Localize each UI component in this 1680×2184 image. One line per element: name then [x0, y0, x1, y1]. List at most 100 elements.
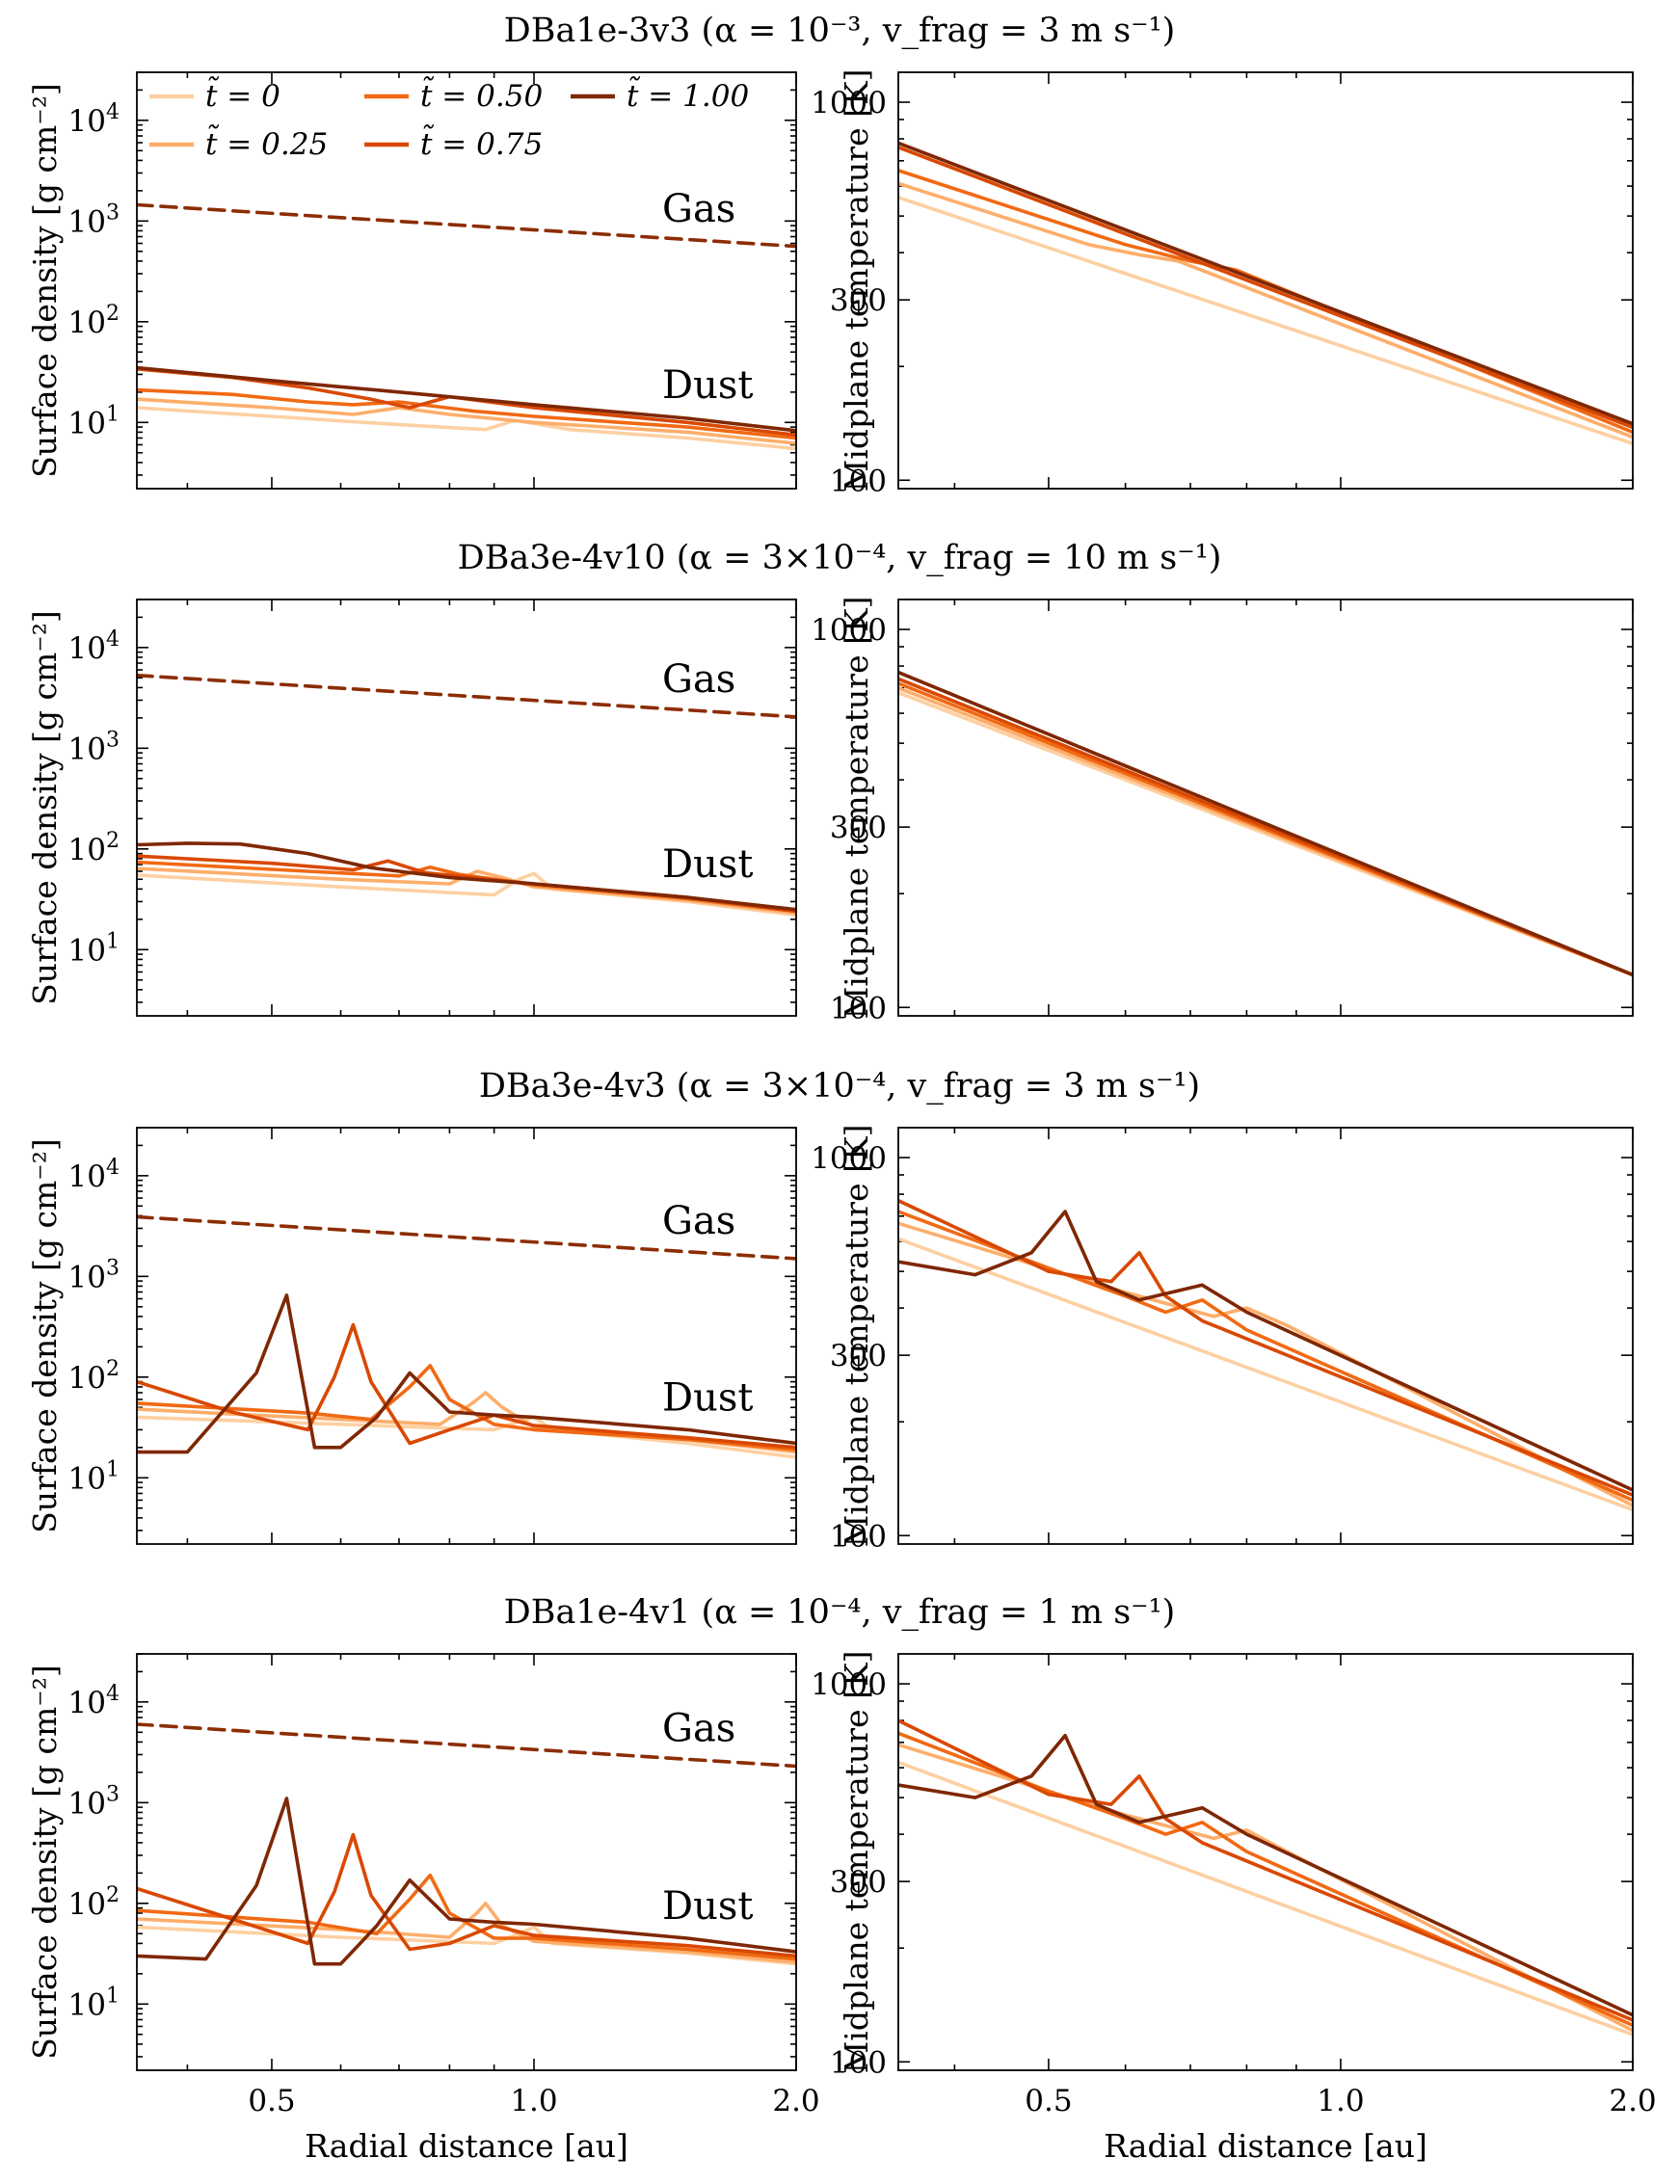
- p0-temp-temp-line-0: [898, 196, 1633, 446]
- p3-sigma-dust-line-4: [137, 1797, 796, 1966]
- p2-sigma-ytick-label: 101: [68, 1457, 120, 1496]
- p3-sigma-gas-line: [137, 1722, 796, 1769]
- p0-sigma-ylabel: Surface density [g cm⁻²]: [26, 83, 64, 478]
- p1-sigma-ytick-label: 103: [68, 728, 120, 766]
- p2-sigma-gas-label: Gas: [662, 1199, 735, 1243]
- p0-sigma-frame: [136, 71, 797, 490]
- legend-label-0: t̃ = 0: [205, 76, 280, 114]
- p3-sigma-xtick-label: 1.0: [510, 2084, 557, 2118]
- p3-sigma-frame: [136, 1653, 797, 2071]
- p0-temp-temp-line-1: [898, 181, 1633, 439]
- p3-sigma-ylabel: Surface density [g cm⁻²]: [26, 1665, 64, 2060]
- panel-title-1: DBa3e-4v10 (α = 3×10⁻⁴, v_frag = 10 m s⁻…: [458, 539, 1222, 577]
- p0-sigma-ytick-label: 104: [68, 100, 120, 139]
- legend-label-3: t̃ = 0.75: [420, 124, 543, 162]
- p2-temp-ylabel: Midplane temperature [K]: [838, 1125, 875, 1548]
- p1-sigma-ytick-label: 104: [68, 627, 120, 666]
- p0-temp-frame: [897, 71, 1634, 490]
- p3-temp-temp-line-2: [898, 1731, 1633, 2028]
- p2-temp-ytick-label: 300: [830, 1339, 887, 1373]
- panel-title-3: DBa1e-4v1 (α = 10⁻⁴, v_frag = 1 m s⁻¹): [504, 1593, 1176, 1632]
- p3-sigma-ytick-label: 101: [68, 1984, 120, 2022]
- p2-sigma-ylabel: Surface density [g cm⁻²]: [26, 1138, 64, 1533]
- p3-sigma-dust-label: Dust: [662, 1884, 753, 1929]
- p3-sigma-xtick-label: 2.0: [772, 2084, 819, 2118]
- p2-sigma-ytick-label: 102: [68, 1357, 120, 1396]
- p0-sigma-ytick-label: 101: [68, 402, 120, 440]
- p3-temp-ytick-label: 300: [830, 1865, 887, 1900]
- p0-sigma-ytick-label: 102: [68, 302, 120, 340]
- p0-temp-ytick-label: 100: [830, 464, 887, 498]
- p3-temp-temp-line-0: [898, 1760, 1633, 2037]
- p0-temp-ytick-label: 1000: [811, 86, 887, 120]
- p3-temp-temp-line-3: [898, 1718, 1633, 2022]
- p0-temp-temp-line-4: [898, 141, 1633, 426]
- p2-sigma-dust-line-3: [137, 1322, 796, 1450]
- p3-temp-frame: [897, 1653, 1634, 2071]
- p0-temp-ytick-label: 300: [830, 283, 887, 318]
- p3-temp-temp-line-4: [898, 1733, 1633, 2017]
- p0-sigma-dust-line-0: [137, 406, 796, 451]
- p1-temp-ytick-label: 100: [830, 991, 887, 1025]
- p2-sigma-ytick-label: 103: [68, 1256, 120, 1294]
- p2-sigma-dust-line-4: [137, 1293, 796, 1454]
- p1-sigma-gas-label: Gas: [662, 657, 735, 702]
- p3-sigma-ytick-label: 104: [68, 1682, 120, 1720]
- p2-temp-temp-line-1: [898, 1221, 1633, 1507]
- p0-sigma-gas-label: Gas: [662, 187, 735, 231]
- p2-temp-ytick-label: 100: [830, 1519, 887, 1554]
- panel-title-0: DBa1e-3v3 (α = 10⁻³, v_frag = 3 m s⁻¹): [504, 12, 1176, 50]
- p1-sigma-ylabel: Surface density [g cm⁻²]: [26, 610, 64, 1005]
- p2-temp-temp-line-0: [898, 1237, 1633, 1512]
- p0-sigma-dust-line-4: [137, 365, 796, 433]
- p1-sigma-dust-line-4: [137, 841, 796, 912]
- p3-sigma-xlabel: Radial distance [au]: [305, 2127, 628, 2165]
- p3-sigma-xtick-label: 0.5: [248, 2084, 295, 2118]
- p2-temp-ytick-label: 1000: [811, 1141, 887, 1176]
- p2-sigma-frame: [136, 1127, 797, 1545]
- p2-sigma-dust-label: Dust: [662, 1376, 753, 1421]
- p0-sigma-gas-line: [137, 202, 796, 249]
- p1-sigma-ytick-label: 101: [68, 929, 120, 968]
- p3-temp-ylabel: Midplane temperature [K]: [838, 1651, 875, 2074]
- p1-temp-ytick-label: 300: [830, 811, 887, 845]
- p3-sigma-ytick-label: 102: [68, 1883, 120, 1922]
- p2-temp-temp-line-4: [898, 1210, 1633, 1492]
- p0-temp-temp-line-3: [898, 146, 1633, 430]
- p1-sigma-dust-label: Dust: [662, 842, 753, 887]
- p3-temp-xtick-label: 1.0: [1317, 2084, 1364, 2118]
- p3-temp-xlabel: Radial distance [au]: [1104, 2127, 1427, 2165]
- legend-label-4: t̃ = 1.00: [627, 76, 749, 114]
- p1-sigma-frame: [136, 599, 797, 1017]
- p2-temp-frame: [897, 1127, 1634, 1545]
- p1-temp-temp-line-4: [898, 670, 1633, 977]
- p0-sigma-dust-line-2: [137, 387, 796, 440]
- panel-title-2: DBa3e-4v3 (α = 3×10⁻⁴, v_frag = 3 m s⁻¹): [479, 1067, 1200, 1105]
- p3-temp-xtick-label: 0.5: [1025, 2084, 1072, 2118]
- p3-sigma-ytick-label: 103: [68, 1782, 120, 1821]
- p1-temp-ylabel: Midplane temperature [K]: [838, 597, 875, 1020]
- p1-temp-frame: [897, 599, 1634, 1017]
- p3-temp-ytick-label: 100: [830, 2045, 887, 2080]
- p0-sigma-dust-line-1: [137, 397, 796, 445]
- p2-sigma-gas-line: [137, 1214, 796, 1261]
- p2-temp-temp-line-2: [898, 1210, 1633, 1503]
- legend-label-1: t̃ = 0.25: [205, 124, 328, 162]
- p1-temp-ytick-label: 1000: [811, 613, 887, 648]
- p2-sigma-ytick-label: 104: [68, 1156, 120, 1194]
- p3-sigma-gas-label: Gas: [662, 1707, 735, 1751]
- legend-label-2: t̃ = 0.50: [420, 76, 543, 114]
- p3-temp-temp-line-1: [898, 1743, 1633, 2033]
- p0-sigma-dust-label: Dust: [662, 363, 753, 408]
- p2-sigma-dust-line-2: [137, 1364, 796, 1452]
- p0-sigma-ytick-label: 103: [68, 200, 120, 239]
- p2-temp-temp-line-3: [898, 1198, 1633, 1497]
- p0-temp-ylabel: Midplane temperature [K]: [838, 69, 875, 493]
- p3-temp-xtick-label: 2.0: [1609, 2084, 1656, 2118]
- p1-sigma-gas-line: [137, 673, 796, 719]
- p1-sigma-ytick-label: 102: [68, 829, 120, 867]
- p3-sigma-dust-line-2: [137, 1873, 796, 1961]
- p3-sigma-dust-line-3: [137, 1832, 796, 1958]
- p3-temp-ytick-label: 1000: [811, 1667, 887, 1702]
